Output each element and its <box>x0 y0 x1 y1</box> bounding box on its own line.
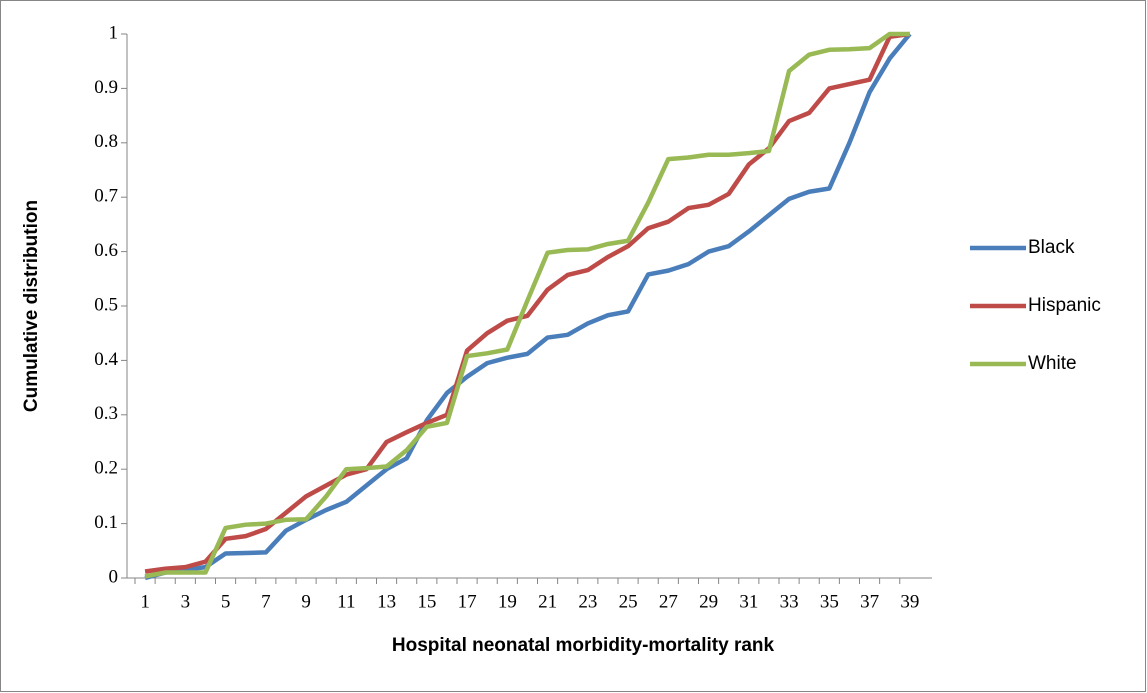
legend-label: White <box>1028 353 1077 374</box>
x-tick-label: 11 <box>337 591 355 612</box>
x-axis-title: Hospital neonatal morbidity-mortality ra… <box>392 635 775 656</box>
y-tick-label: 0.8 <box>94 131 118 152</box>
legend-label: Black <box>1028 237 1075 258</box>
x-tick-label: 25 <box>619 591 638 612</box>
x-tick-label: 35 <box>820 591 839 612</box>
y-tick-label: 0.6 <box>94 240 118 261</box>
x-tick-label: 17 <box>458 591 477 612</box>
x-tick-label: 9 <box>301 591 311 612</box>
y-tick-label: 0.7 <box>94 186 118 207</box>
y-tick-label: 0.3 <box>94 403 118 424</box>
x-tick-label: 33 <box>780 591 799 612</box>
y-axis-title: Cumulative distribution <box>21 200 42 412</box>
x-tick-label: 31 <box>739 591 758 612</box>
x-tick-label: 27 <box>659 591 678 612</box>
x-tick-label: 23 <box>578 591 597 612</box>
x-tick-label: 3 <box>181 591 191 612</box>
series-line <box>144 32 912 581</box>
y-tick-label: 0 <box>109 566 119 587</box>
y-tick-label: 0.2 <box>94 458 118 479</box>
x-tick-label: 37 <box>860 591 879 612</box>
x-tick-label: 15 <box>417 591 436 612</box>
y-tick-label: 0.5 <box>94 294 118 315</box>
x-tick-label: 7 <box>261 591 271 612</box>
y-tick-label: 0.4 <box>94 349 118 370</box>
y-tick-label: 0.1 <box>94 512 118 533</box>
x-tick-label: 29 <box>699 591 718 612</box>
x-tick-label: 5 <box>221 591 231 612</box>
x-tick-label: 21 <box>538 591 557 612</box>
x-tick-label: 13 <box>377 591 396 612</box>
y-tick-label: 0.9 <box>94 77 118 98</box>
x-tick-label: 19 <box>498 591 517 612</box>
series-line <box>144 31 910 579</box>
legend-label: Hispanic <box>1028 295 1101 316</box>
x-tick-label: 1 <box>140 591 150 612</box>
x-tick-label: 39 <box>900 591 919 612</box>
y-tick-label: 1 <box>109 22 119 43</box>
